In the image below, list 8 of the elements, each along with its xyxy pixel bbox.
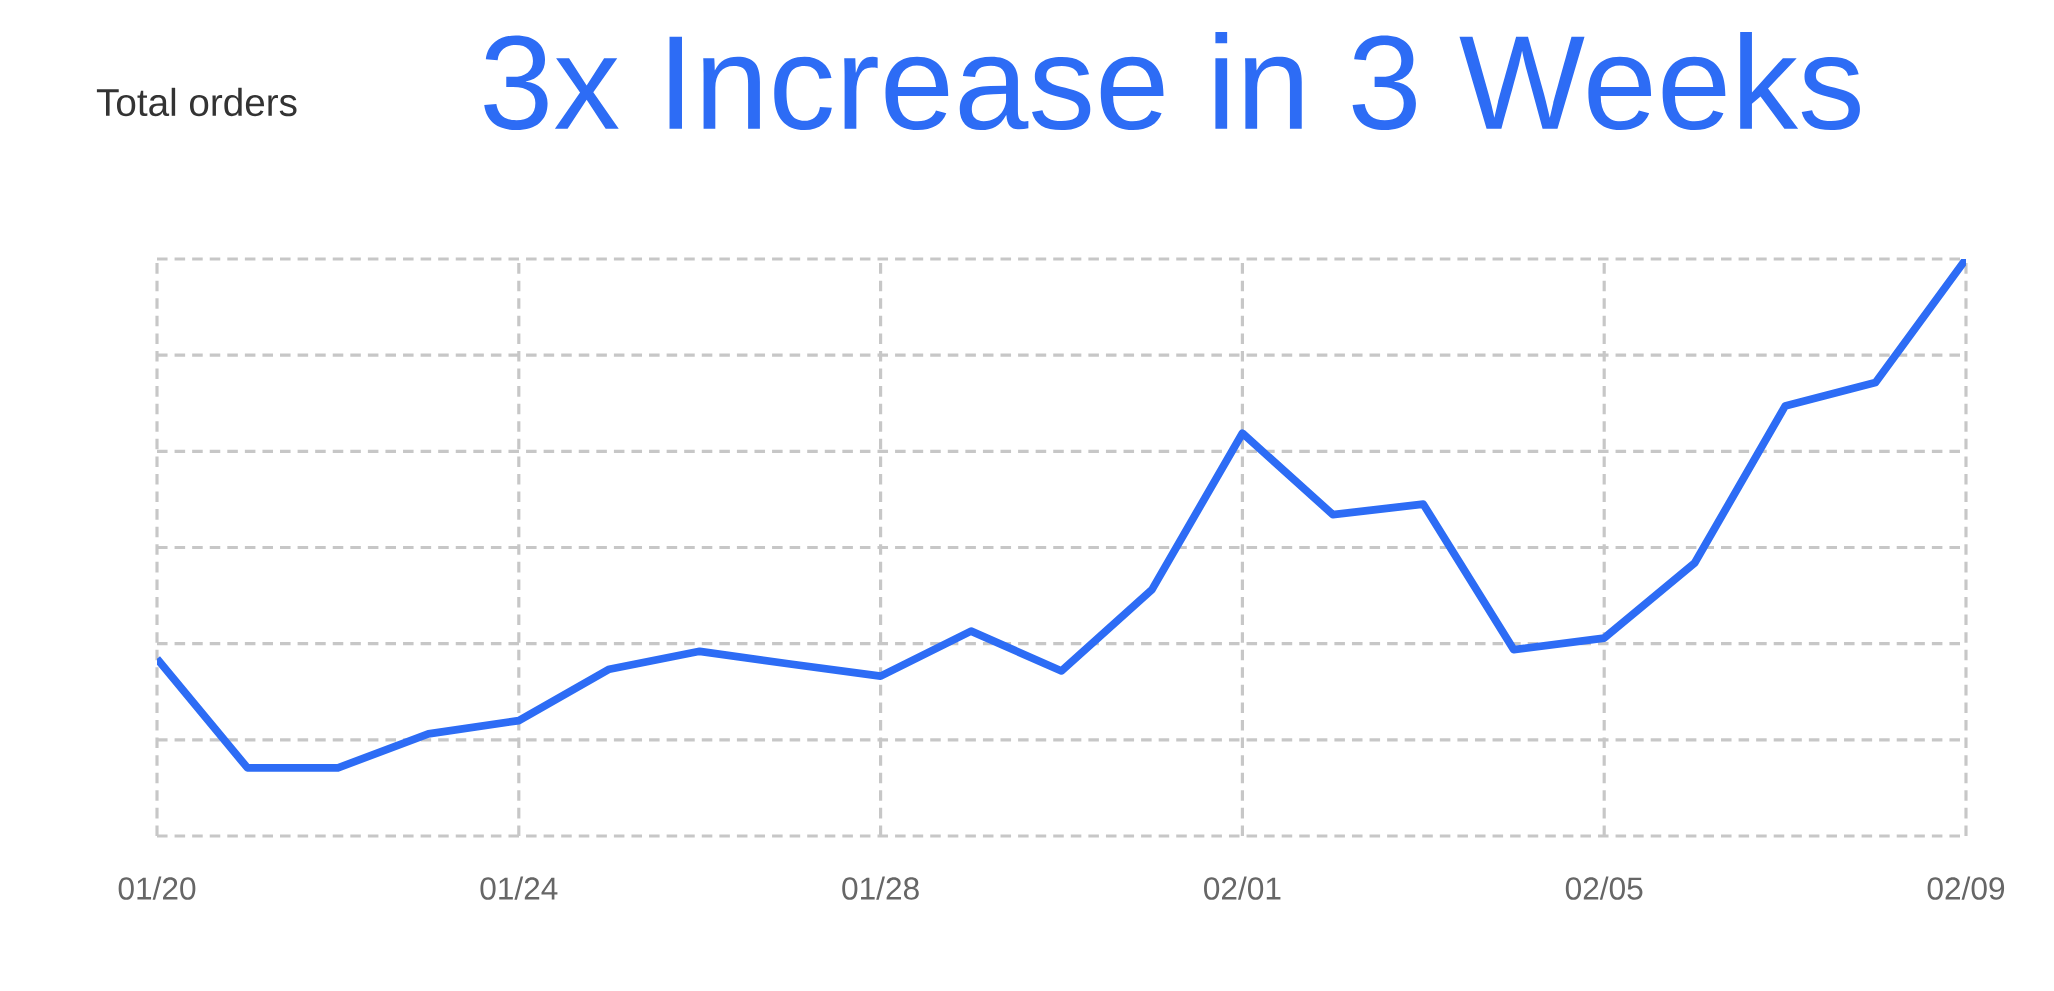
x-tick-label: 01/20 bbox=[118, 876, 196, 900]
x-tick-label: 01/24 bbox=[480, 876, 558, 900]
chart-title: 3x Increase in 3 Weeks bbox=[484, 31, 1860, 131]
x-tick-label: 01/28 bbox=[842, 876, 919, 900]
y-axis-title: Total orders bbox=[96, 87, 297, 117]
x-tick-label: 02/01 bbox=[1204, 876, 1281, 900]
x-tick-label: 02/05 bbox=[1565, 876, 1643, 900]
x-tick-label: 02/09 bbox=[1927, 876, 2005, 900]
